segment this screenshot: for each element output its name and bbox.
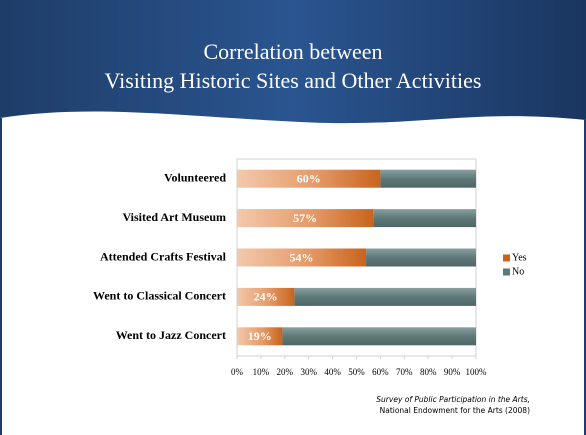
category-label: Attended Crafts Festival: [100, 249, 227, 263]
legend-label: No: [512, 266, 524, 277]
x-tick-label: 40%: [324, 367, 341, 377]
x-tick-label: 60%: [372, 367, 389, 377]
legend-swatch: [503, 254, 510, 262]
bar-segment: [237, 327, 283, 346]
bar-segment: [380, 169, 476, 188]
value-label: 24%: [254, 290, 278, 304]
source: National Endowment for the Arts (2008): [380, 406, 530, 415]
x-tick-label: 80%: [420, 367, 437, 377]
x-tick-label: 70%: [396, 367, 413, 377]
x-tick-label: 0%: [231, 367, 244, 377]
bar-segment: [237, 209, 374, 228]
x-tick-label: 50%: [348, 367, 365, 377]
category-label: Went to Jazz Concert: [116, 328, 226, 342]
bar-segment: [237, 248, 367, 267]
x-tick-label: 10%: [253, 367, 270, 377]
x-tick-label: 90%: [444, 367, 461, 377]
x-tick-label: 100%: [466, 367, 488, 377]
source: Survey of Public Participation in the Ar…: [376, 395, 530, 404]
legend-swatch: [503, 268, 510, 276]
bar-segment: [282, 327, 476, 346]
category-label: Went to Classical Concert: [93, 289, 226, 303]
header-band: [0, 0, 586, 124]
x-tick-label: 20%: [277, 367, 294, 377]
bar-segment: [294, 287, 476, 306]
value-label: 57%: [293, 211, 317, 225]
bar-segment: [366, 248, 476, 267]
bar-segment: [237, 169, 381, 188]
bar-segment: [373, 209, 476, 228]
title-line: Visiting Historic Sites and Other Activi…: [105, 68, 482, 93]
value-label: 19%: [248, 329, 272, 343]
category-label: Visited Art Museum: [122, 210, 226, 224]
title-line: Correlation between: [204, 39, 383, 64]
value-label: 60%: [297, 171, 321, 185]
category-label: Volunteered: [164, 170, 226, 184]
legend-label: Yes: [512, 252, 527, 263]
bar-segment: [237, 287, 295, 306]
x-tick-label: 30%: [300, 367, 317, 377]
value-label: 54%: [290, 250, 314, 264]
